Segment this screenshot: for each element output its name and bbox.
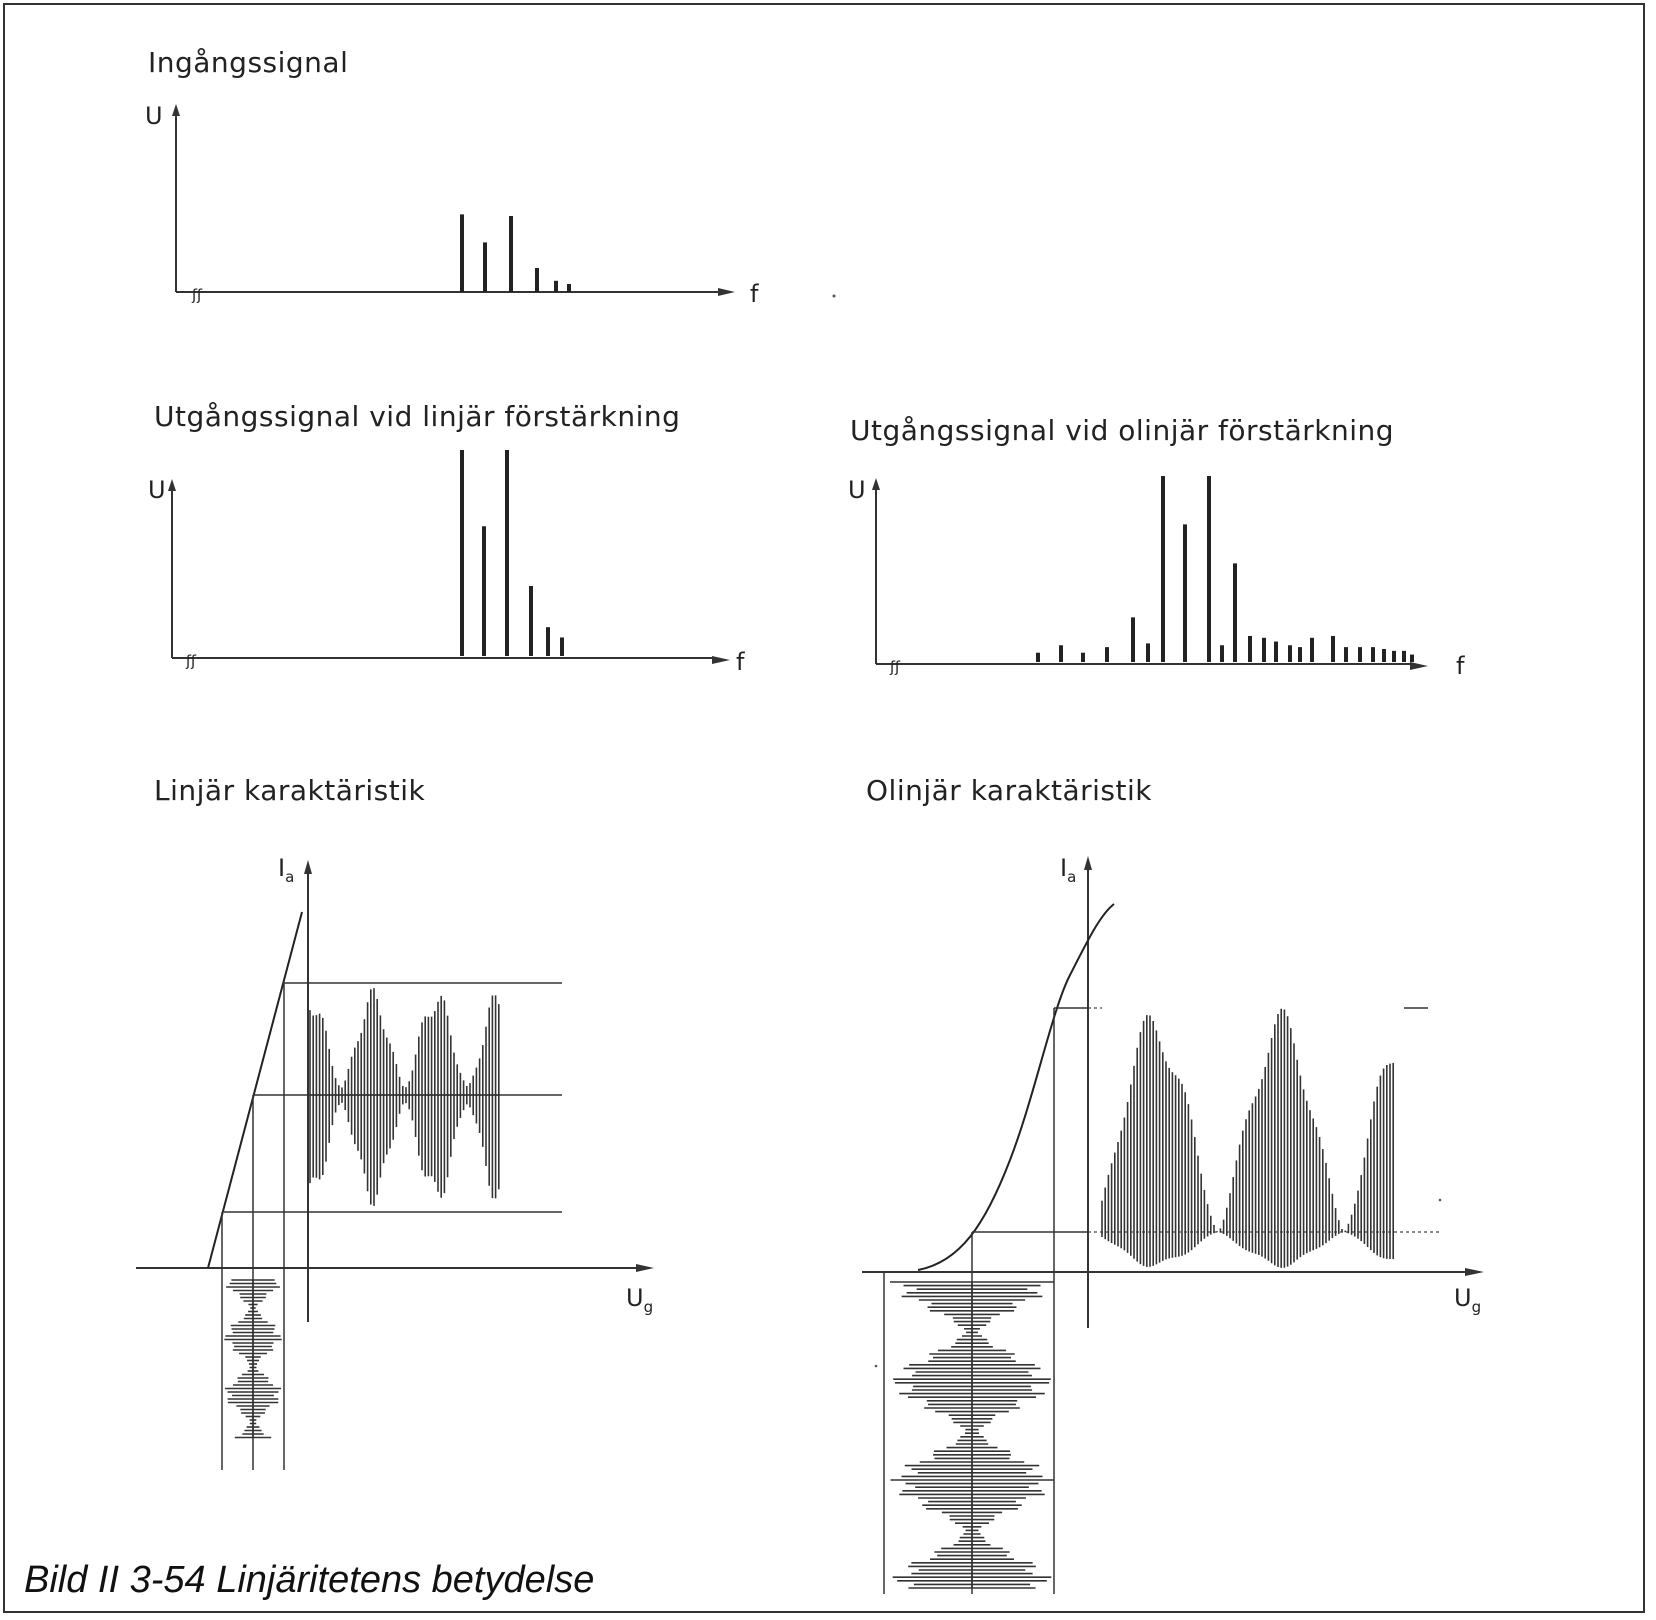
print-speck	[832, 294, 836, 298]
figure-caption: Bild II 3-54 Linjäritetens betydelse	[24, 1559, 594, 1601]
x-arrow-linear-output	[712, 656, 730, 664]
panel-nonlinear-output: Utgångssignal vid olinjär förstärkning U…	[848, 414, 1465, 680]
panel-title-linear-characteristic: Linjär karaktäristik	[154, 774, 426, 807]
nonlinear-characteristic-curve	[917, 903, 1115, 1271]
y-arrow-linear-output	[168, 479, 176, 491]
panel-title-nonlinear-characteristic: Olinjär karaktäristik	[866, 774, 1152, 807]
panel-title-linear-output: Utgångssignal vid linjär förstärkning	[154, 400, 680, 433]
y-axis-label-linear-output: U	[148, 476, 166, 504]
y-arrow-nonlinear-characteristic	[1084, 856, 1092, 870]
y-arrow-input	[172, 104, 180, 116]
x-axis-label-input: f	[750, 280, 759, 308]
axis-break-linear-output: ʃʃ	[185, 652, 197, 670]
spectral-lines-input	[460, 214, 571, 292]
axis-break-input: ʃʃ	[191, 286, 203, 304]
panel-linear-characteristic: Linjär karaktäristik Ia Ug	[136, 774, 654, 1470]
spectral-lines-nonlinear-output	[1036, 476, 1414, 662]
figure-frame	[3, 3, 1645, 1613]
panel-nonlinear-characteristic: Olinjär karaktäristik Ia Ug	[862, 774, 1484, 1594]
output-waveform-linear	[309, 988, 500, 1206]
x-axis-label-linear-output: f	[736, 648, 745, 676]
panel-linear-output: Utgångssignal vid linjär förstärkning U …	[148, 400, 745, 676]
input-waveform-linear	[224, 1279, 282, 1439]
output-waveform-nonlinear	[1101, 1008, 1394, 1268]
print-speck	[1438, 1198, 1442, 1202]
axis-break-nonlinear-output: ʃʃ	[889, 658, 901, 676]
spectral-lines-linear-output	[460, 450, 564, 656]
y-arrow-nonlinear-output	[872, 478, 880, 490]
x-arrow-nonlinear-output	[1410, 662, 1428, 670]
y-axis-label-nonlinear-characteristic: Ia	[1060, 854, 1076, 886]
y-axis-label-linear-characteristic: Ia	[278, 854, 294, 886]
panel-input-spectrum: Ingångssignal U ʃʃ f	[145, 46, 759, 308]
y-axis-label-nonlinear-output: U	[848, 476, 866, 504]
x-axis-label-nonlinear-output: f	[1456, 652, 1465, 680]
input-waveform-nonlinear	[890, 1281, 1054, 1589]
panel-title-input: Ingångssignal	[148, 46, 348, 79]
linear-characteristic-curve	[207, 911, 303, 1269]
x-arrow-linear-characteristic	[636, 1264, 654, 1272]
y-arrow-linear-characteristic	[304, 860, 312, 874]
print-speck	[874, 1364, 878, 1368]
panel-title-nonlinear-output: Utgångssignal vid olinjär förstärkning	[850, 414, 1394, 447]
x-axis-label-nonlinear-characteristic: Ug	[1454, 1284, 1481, 1316]
x-arrow-input	[718, 288, 735, 296]
y-axis-label-input: U	[145, 102, 163, 130]
x-arrow-nonlinear-characteristic	[1465, 1268, 1484, 1276]
x-axis-label-linear-characteristic: Ug	[626, 1284, 653, 1316]
